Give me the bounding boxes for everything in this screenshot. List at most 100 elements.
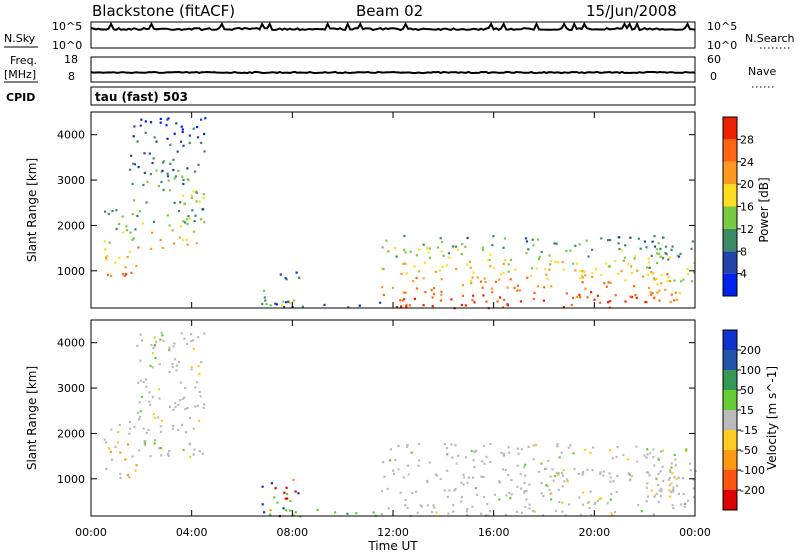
- scatter-cell: [134, 469, 137, 472]
- scatter-cell: [191, 209, 194, 212]
- scatter-cell: [265, 303, 268, 306]
- scatter-cell: [171, 363, 174, 366]
- freq-left-tick-top: 18: [64, 53, 78, 66]
- scatter-cell: [527, 248, 530, 251]
- scatter-cell: [673, 299, 676, 302]
- scatter-cell: [692, 478, 695, 481]
- scatter-cell: [584, 274, 587, 277]
- scatter-cell: [346, 512, 349, 515]
- scatter-cell: [450, 298, 453, 301]
- scatter-cell: [282, 300, 285, 303]
- scatter-cell: [168, 189, 171, 192]
- scatter-cell: [115, 227, 118, 230]
- scatter-cell: [166, 137, 169, 140]
- scatter-cell: [471, 505, 474, 508]
- scatter-cell: [560, 472, 564, 475]
- scatter-cell: [643, 454, 646, 457]
- scatter-cell: [658, 299, 661, 302]
- scatter-cell: [581, 491, 585, 494]
- scatter-cell: [594, 268, 598, 271]
- scatter-cell: [612, 480, 615, 483]
- scatter-cell: [557, 472, 560, 475]
- scatter-cell: [692, 495, 696, 499]
- scatter-cell: [645, 246, 648, 249]
- scatter-cell: [179, 201, 182, 204]
- scatter-cell: [149, 403, 152, 407]
- scatter-cell: [400, 305, 403, 308]
- scatter-cell: [445, 446, 448, 450]
- scatter-cell: [186, 167, 189, 170]
- scatter-cell: [289, 509, 292, 512]
- scatter-cell: [137, 381, 140, 385]
- scatter-cell: [610, 492, 613, 495]
- scatter-cell: [624, 279, 627, 282]
- scatter-cell: [105, 258, 108, 261]
- scatter-cell: [498, 480, 501, 483]
- scatter-cell: [624, 244, 627, 247]
- scatter-cell: [447, 252, 451, 255]
- scatter-cell: [274, 302, 277, 305]
- scatter-cell: [673, 476, 676, 479]
- scatter-cell: [609, 498, 612, 501]
- scatter-cell: [456, 248, 460, 251]
- scatter-cell: [179, 225, 183, 228]
- scatter-cell: [426, 481, 429, 484]
- scatter-cell: [402, 262, 405, 265]
- scatter-cell: [498, 481, 501, 484]
- scatter-cell: [514, 268, 517, 271]
- scatter-cell: [605, 285, 608, 288]
- scatter-cell: [167, 179, 170, 182]
- scatter-cell: [643, 240, 646, 243]
- scatter-cell: [685, 450, 688, 453]
- velocity-ylabel: Slant Range [km]: [25, 366, 39, 470]
- scatter-cell: [114, 445, 117, 448]
- scatter-cell: [637, 504, 640, 507]
- scatter-cell: [561, 485, 564, 488]
- scatter-cell: [586, 468, 589, 471]
- scatter-cell: [436, 474, 439, 477]
- scatter-cell: [182, 182, 185, 186]
- scatter-cell: [659, 450, 662, 453]
- scatter-cell: [686, 272, 690, 276]
- scatter-cell: [289, 302, 292, 305]
- scatter-cell: [160, 430, 163, 433]
- scatter-cell: [448, 256, 451, 259]
- scatter-cell: [184, 408, 187, 411]
- scatter-cell: [609, 476, 612, 479]
- scatter-cell: [446, 495, 449, 499]
- scatter-cell: [669, 495, 672, 498]
- scatter-cell: [620, 249, 623, 252]
- scatter-cell: [150, 343, 153, 347]
- scatter-cell: [404, 251, 407, 254]
- scatter-cell: [186, 407, 189, 410]
- scatter-cell: [279, 273, 282, 276]
- freq-label-line1: Freq.: [10, 54, 37, 67]
- scatter-cell: [152, 346, 155, 349]
- scatter-cell: [467, 476, 470, 479]
- scatter-cell: [681, 477, 684, 480]
- colorbar-tick-label: -15: [740, 424, 758, 437]
- scatter-cell: [394, 246, 397, 250]
- scatter-cell: [181, 175, 184, 178]
- cpid-mode: tau (fast) 503: [95, 90, 188, 104]
- scatter-cell: [453, 489, 456, 492]
- scatter-cell: [196, 136, 200, 139]
- scatter-cell: [261, 485, 264, 488]
- scatter-cell: [372, 511, 375, 514]
- scatter-cell: [506, 286, 509, 289]
- scatter-cell: [391, 286, 395, 289]
- scatter-cell: [169, 143, 172, 146]
- scatter-cell: [545, 273, 548, 276]
- scatter-cell: [128, 168, 132, 171]
- scatter-cell: [269, 509, 272, 512]
- scatter-cell: [159, 238, 162, 241]
- scatter-cell: [509, 258, 513, 261]
- scatter-cell: [469, 266, 472, 269]
- scatter-cell: [548, 254, 551, 257]
- scatter-cell: [565, 292, 568, 295]
- y-tick-label: 4000: [57, 337, 85, 350]
- scatter-cell: [481, 286, 484, 289]
- scatter-cell: [430, 289, 433, 292]
- scatter-cell: [283, 306, 286, 309]
- scatter-cell: [584, 448, 587, 451]
